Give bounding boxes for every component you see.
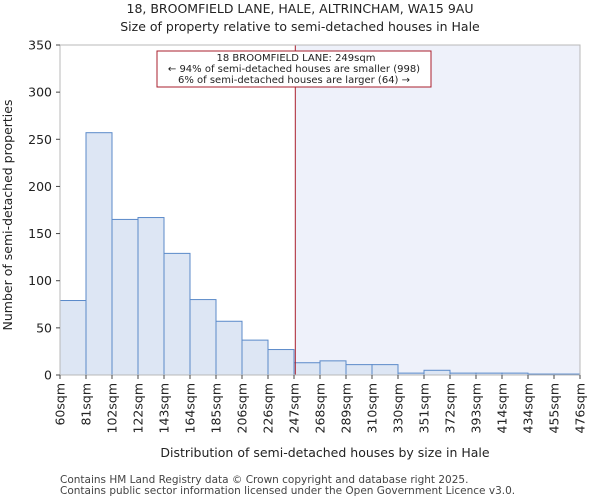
x-tick-label: 143sqm — [157, 383, 172, 433]
y-tick-label: 150 — [28, 226, 52, 241]
y-tick-label: 350 — [28, 38, 52, 53]
x-axis-title: Distribution of semi-detached houses by … — [160, 445, 489, 460]
annotation-frame — [156, 50, 432, 88]
plot-area: 18 BROOMFIELD LANE: 249sqm ← 94% of semi… — [59, 44, 581, 376]
y-tick-label: 300 — [28, 85, 52, 100]
x-tick-label: 226sqm — [261, 383, 276, 433]
footer-line-2: Contains public sector information licen… — [60, 485, 515, 497]
x-tick-label: 60sqm — [53, 383, 68, 426]
chart-title: 18, BROOMFIELD LANE, HALE, ALTRINCHAM, W… — [127, 1, 474, 16]
x-tick-label: 351sqm — [417, 383, 432, 433]
y-axis-title: Number of semi-detached properties — [0, 100, 15, 331]
x-tick-label: 393sqm — [469, 383, 484, 433]
x-tick-label: 122sqm — [131, 383, 146, 433]
x-tick-label: 310sqm — [365, 383, 380, 433]
x-tick-label: 164sqm — [183, 383, 198, 433]
x-tick-label: 268sqm — [313, 383, 328, 433]
bar — [215, 320, 243, 376]
larger-region-shade — [295, 45, 580, 375]
x-tick-label: 414sqm — [495, 383, 510, 433]
annotation-line-1: 18 BROOMFIELD LANE: 249sqm — [217, 53, 376, 64]
bar — [137, 217, 165, 376]
bar — [423, 369, 451, 376]
annotation-box: 18 BROOMFIELD LANE: 249sqm ← 94% of semi… — [156, 50, 432, 88]
bar — [319, 360, 347, 376]
bar — [85, 132, 113, 376]
footer-line-1: Contains HM Land Registry data © Crown c… — [60, 474, 468, 486]
bar — [111, 218, 139, 376]
x-tick-label: 102sqm — [105, 383, 120, 433]
bar — [371, 364, 399, 376]
x-tick-label: 434sqm — [521, 383, 536, 433]
bar — [267, 349, 295, 376]
x-tick-label: 289sqm — [339, 383, 354, 433]
x-tick-label: 476sqm — [573, 383, 588, 433]
bar — [241, 339, 269, 376]
chart-subtitle: Size of property relative to semi-detach… — [120, 19, 480, 34]
x-tick-label: 330sqm — [391, 383, 406, 433]
x-axis: 60sqm 81sqm 102sqm 122sqm 143sqm 164sqm 185sqm… — [53, 375, 588, 433]
y-tick-label: 250 — [28, 132, 52, 147]
x-tick-label: 206sqm — [235, 383, 250, 433]
bar — [345, 364, 373, 376]
bars — [59, 132, 581, 376]
annotation-line-3: 6% of semi-detached houses are larger (6… — [178, 75, 410, 86]
x-tick-label: 372sqm — [443, 383, 458, 433]
bar — [189, 299, 217, 376]
x-tick-label: 81sqm — [79, 383, 94, 426]
y-axis: 0 50 100 150 200 250 300 350 — [28, 38, 60, 383]
bar — [163, 252, 191, 376]
bar — [59, 300, 87, 376]
y-tick-label: 200 — [28, 179, 52, 194]
x-tick-label: 185sqm — [209, 383, 224, 433]
bar — [293, 362, 321, 376]
x-tick-label: 455sqm — [547, 383, 562, 433]
y-tick-label: 50 — [36, 320, 52, 335]
y-tick-label: 100 — [28, 273, 52, 288]
y-tick-label: 0 — [44, 368, 52, 383]
x-tick-label: 247sqm — [287, 383, 302, 433]
annotation-line-2: ← 94% of semi-detached houses are smalle… — [168, 64, 420, 75]
